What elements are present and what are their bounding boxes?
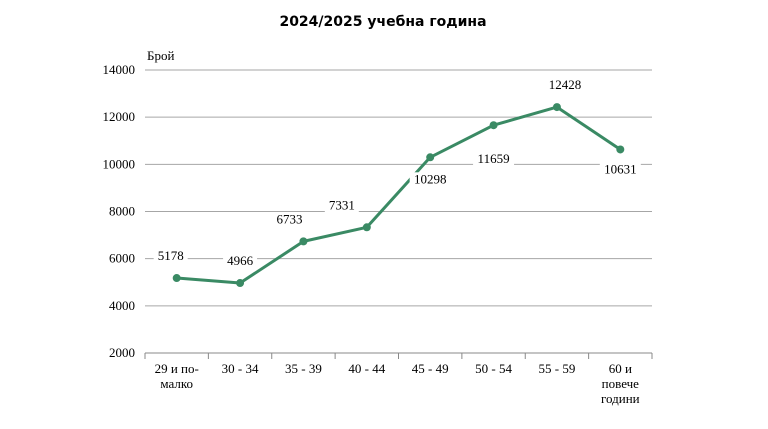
x-tick-label: 29 и по-малко [155, 361, 199, 391]
y-tick-label: 4000 [109, 298, 135, 313]
data-point [489, 121, 498, 130]
data-point [616, 145, 625, 154]
data-label-bg [473, 152, 515, 168]
x-tick-label: 30 - 34 [222, 361, 259, 376]
data-label-bg [409, 172, 451, 188]
data-label: 10298 [414, 171, 447, 186]
data-label: 7331 [329, 197, 355, 212]
x-tick-label: 45 - 49 [412, 361, 449, 376]
data-label-bg [599, 162, 641, 178]
plot-area: 2000 4000 6000 8000 10000 12000 14000 Брой 29 и … [103, 48, 653, 406]
data-label: 5178 [158, 248, 184, 263]
y-tick-label: 12000 [103, 109, 136, 124]
data-point [172, 274, 181, 283]
data-label: 6733 [276, 211, 302, 226]
y-tick-label: 8000 [109, 204, 135, 219]
y-axis-label: Брой [147, 48, 174, 63]
data-label: 10631 [604, 161, 637, 176]
x-tick-label: 40 - 44 [348, 361, 385, 376]
x-tick-label: 60 и повече години [601, 361, 640, 406]
data-point [552, 103, 561, 112]
y-tick-label: 2000 [109, 345, 135, 360]
series-line [176, 105, 622, 285]
chart-title: 2024/2025 учебна година [279, 14, 486, 30]
data-label: 4966 [227, 253, 254, 268]
y-tick-label: 14000 [103, 62, 136, 77]
data-label-bg [153, 249, 188, 265]
data-label-bg [223, 254, 258, 270]
data-point [426, 153, 435, 162]
data-point [236, 279, 245, 288]
x-tick-label: 35 - 39 [285, 361, 322, 376]
y-tick-label: 6000 [109, 251, 135, 266]
data-point [299, 237, 308, 246]
x-tick-label: 55 - 59 [539, 361, 576, 376]
data-label-bg [544, 78, 586, 94]
data-label: 12428 [549, 77, 582, 92]
data-point [362, 223, 371, 232]
y-tick-label: 10000 [103, 156, 136, 171]
data-label-bg [272, 212, 307, 228]
data-label-bg [324, 198, 359, 214]
data-label: 11659 [478, 151, 510, 166]
x-tick-label: 50 - 54 [475, 361, 512, 376]
